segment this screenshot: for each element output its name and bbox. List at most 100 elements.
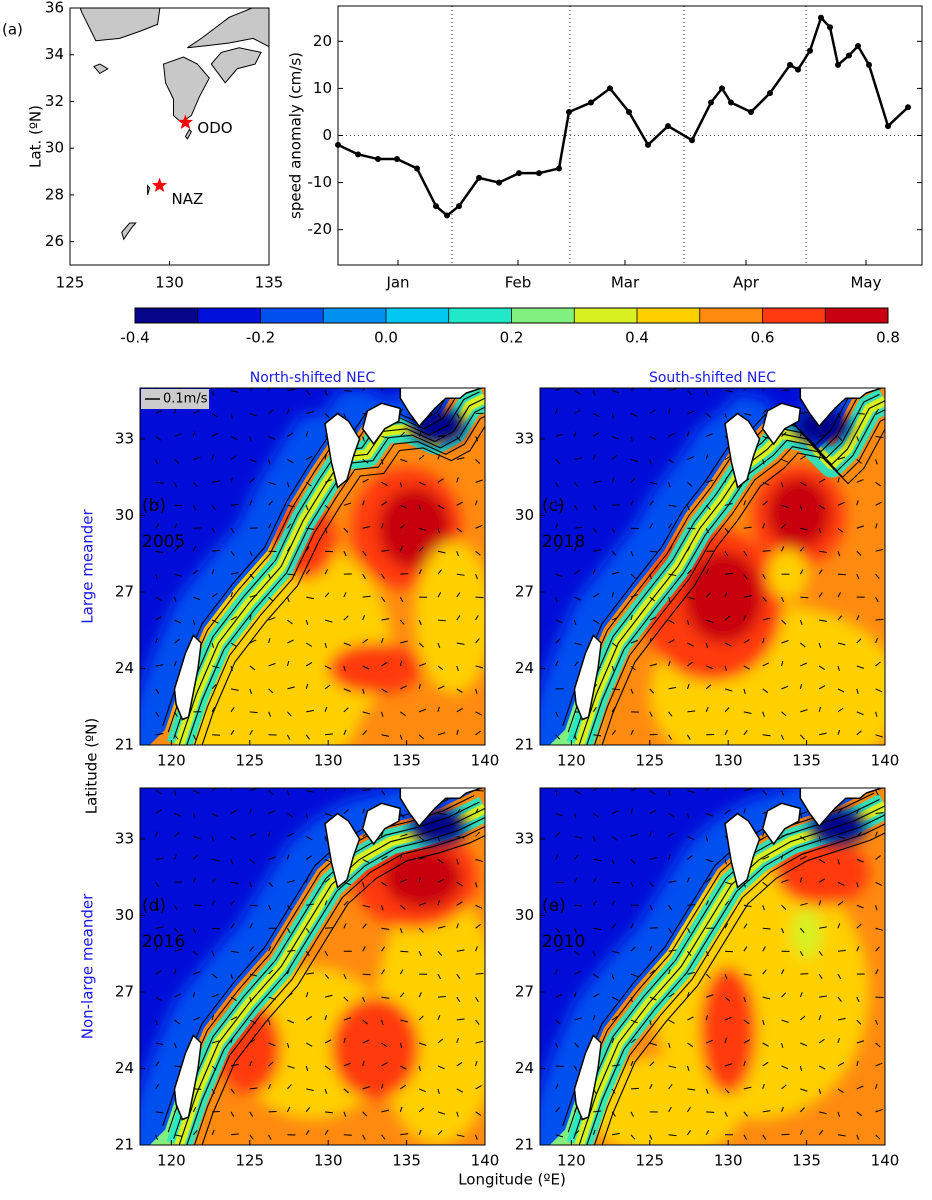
- velocity-arrow: [362, 595, 371, 598]
- velocity-arrow: [743, 413, 752, 416]
- velocity-arrow: [305, 950, 310, 957]
- velocity-arrow: [574, 546, 577, 552]
- velocity-arrow: [155, 926, 164, 929]
- velocity-arrow: [399, 546, 403, 552]
- velocity-arrow: [743, 665, 750, 670]
- velocity-arrow: [381, 905, 384, 911]
- velocity-arrow: [668, 432, 675, 437]
- velocity-arrow: [781, 1019, 789, 1023]
- velocity-arrow: [324, 454, 327, 460]
- velocity-arrow: [781, 640, 789, 644]
- velocity-arrow: [305, 431, 309, 437]
- velocity-arrow: [762, 1061, 769, 1067]
- velocity-arrow: [230, 1037, 233, 1044]
- velocity-arrow: [799, 950, 804, 957]
- velocity-arrow: [724, 809, 731, 814]
- velocity-arrow: [630, 1111, 634, 1117]
- velocity-arrow: [155, 946, 158, 952]
- velocity-arrow: [687, 790, 695, 794]
- row-title: Large meander: [79, 508, 97, 623]
- velocity-arrow: [456, 501, 464, 506]
- velocity-arrow: [724, 859, 727, 865]
- velocity-arrow: [286, 408, 290, 414]
- velocity-arrow: [837, 477, 840, 483]
- velocity-arrow: [306, 1088, 314, 1092]
- velocity-arrow: [400, 640, 408, 644]
- velocity-arrow: [611, 900, 616, 906]
- velocity-arrow: [724, 1111, 728, 1117]
- velocity-arrow: [174, 1019, 181, 1025]
- velocity-arrow: [649, 523, 653, 529]
- velocity-arrow: [555, 831, 561, 837]
- velocity-arrow: [381, 711, 384, 717]
- velocity-arrow: [762, 831, 765, 837]
- velocity-arrow: [418, 1107, 425, 1113]
- velocity-arrow: [343, 1062, 351, 1067]
- x-tick-label: Mar: [611, 274, 640, 292]
- colorbar-swatch: [574, 308, 638, 323]
- velocity-arrow: [555, 1019, 561, 1025]
- velocity-arrow: [574, 790, 581, 795]
- y-tick-label: 27: [515, 983, 534, 1001]
- velocity-arrow: [418, 734, 425, 740]
- velocity-arrow: [574, 813, 577, 819]
- velocity-arrow: [724, 923, 729, 929]
- land-mass: [162, 56, 210, 124]
- velocity-arrow: [456, 901, 463, 906]
- velocity-arrow: [437, 925, 446, 929]
- velocity-arrow: [593, 413, 600, 418]
- velocity-arrow: [343, 1037, 346, 1044]
- velocity-arrow: [593, 858, 602, 862]
- velocity-arrow: [268, 616, 276, 621]
- velocity-arrow: [362, 638, 369, 644]
- land-mass: [147, 184, 151, 196]
- velocity-arrow: [649, 550, 658, 553]
- velocity-arrow: [475, 1060, 478, 1067]
- velocity-arrow: [418, 662, 427, 667]
- velocity-arrow: [475, 1040, 484, 1044]
- velocity-arrow: [381, 435, 390, 439]
- streamline: [586, 814, 885, 1145]
- velocity-arrow: [799, 683, 803, 690]
- velocity-arrow: [837, 1088, 844, 1093]
- streamline: [578, 805, 885, 1145]
- velocity-arrow: [837, 573, 846, 576]
- velocity-arrow: [475, 479, 483, 483]
- velocity-arrow: [593, 432, 599, 437]
- velocity-arrow: [705, 569, 709, 575]
- velocity-arrow: [475, 904, 483, 909]
- velocity-arrow: [687, 1042, 694, 1048]
- velocity-arrow: [324, 813, 333, 817]
- velocity-arrow: [762, 711, 765, 717]
- velocity-arrow: [192, 877, 197, 883]
- data-point: [855, 43, 861, 50]
- velocity-arrow: [343, 729, 347, 735]
- velocity-arrow: [555, 523, 559, 529]
- velocity-arrow: [706, 813, 714, 817]
- panel-year: 2016: [142, 932, 185, 952]
- velocity-arrow: [875, 408, 879, 414]
- velocity-arrow: [193, 790, 201, 794]
- velocity-arrow: [574, 854, 579, 860]
- velocity-arrow: [743, 1134, 748, 1140]
- velocity-arrow: [800, 709, 808, 713]
- x-tick-label: 135: [392, 752, 421, 770]
- velocity-arrow: [324, 642, 327, 649]
- data-point: [787, 61, 793, 68]
- velocity-arrow: [437, 813, 446, 816]
- velocity-arrow: [174, 433, 182, 437]
- velocity-arrow: [437, 996, 446, 998]
- velocity-arrow: [555, 969, 558, 975]
- data-point: [394, 156, 400, 163]
- velocity-arrow: [799, 1107, 805, 1113]
- data-point: [566, 108, 572, 115]
- velocity-arrow: [418, 1042, 427, 1046]
- velocity-arrow: [381, 573, 385, 580]
- velocity-arrow: [818, 950, 823, 957]
- velocity-arrow: [400, 458, 408, 463]
- velocity-arrow: [437, 1065, 445, 1070]
- row-title: Non-large meander: [79, 893, 97, 1039]
- streamline: [178, 807, 485, 1145]
- velocity-arrow: [818, 1014, 822, 1021]
